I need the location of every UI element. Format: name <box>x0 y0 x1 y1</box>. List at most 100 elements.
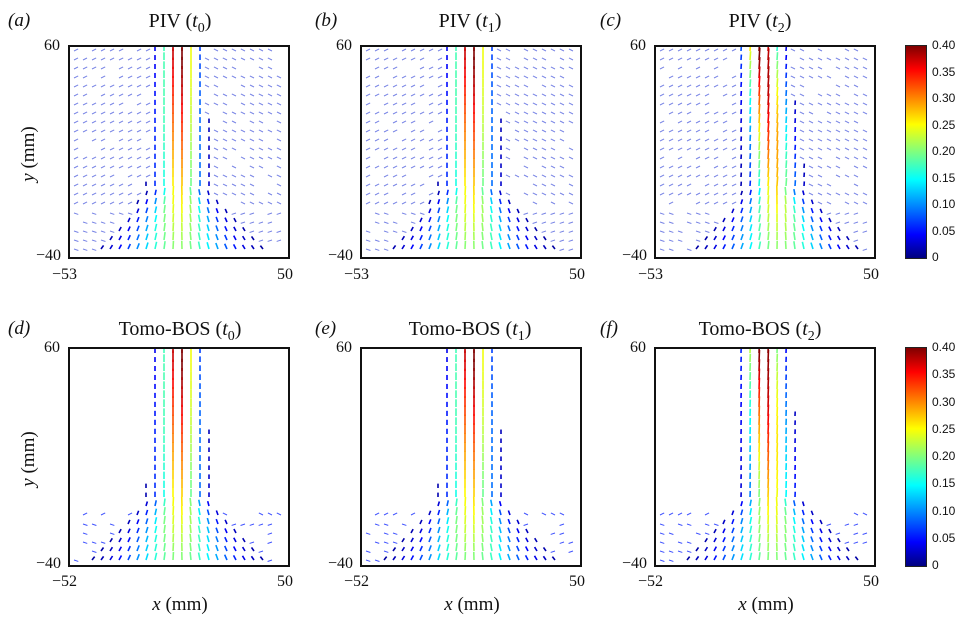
velocity-vector <box>402 245 404 249</box>
velocity-vector <box>533 103 537 105</box>
velocity-vector <box>429 139 433 141</box>
velocity-vector <box>660 130 664 132</box>
velocity-vector <box>92 542 96 543</box>
velocity-vector <box>110 184 114 186</box>
velocity-vector <box>723 139 727 141</box>
velocity-vector <box>420 520 422 524</box>
velocity-vector <box>366 112 370 114</box>
velocity-vector <box>429 209 431 213</box>
velocity-vector <box>551 157 555 159</box>
velocity-vector <box>74 213 78 214</box>
velocity-vector <box>551 112 555 114</box>
velocity-vector <box>854 175 858 177</box>
velocity-vector <box>482 205 483 213</box>
velocity-vector <box>491 544 492 551</box>
velocity-vector <box>216 519 218 524</box>
velocity-vector <box>199 224 200 231</box>
velocity-vector <box>569 175 573 177</box>
velocity-vector <box>845 222 849 223</box>
velocity-vector <box>768 232 769 240</box>
velocity-vector <box>110 231 114 232</box>
velocity-vector <box>854 148 858 150</box>
colorbar-tick: 0.15 <box>932 171 955 185</box>
velocity-vector <box>524 193 528 195</box>
velocity-vector <box>818 130 822 132</box>
velocity-vector <box>128 193 132 195</box>
velocity-vector <box>146 225 148 231</box>
velocity-vector <box>768 130 769 141</box>
velocity-vector <box>268 513 272 515</box>
velocity-vector <box>384 67 388 69</box>
velocity-vector <box>809 76 813 78</box>
velocity-vector <box>660 157 664 159</box>
velocity-vector <box>429 519 431 524</box>
title-sub-f: 2 <box>808 329 815 344</box>
velocity-vector <box>92 85 96 87</box>
velocity-vector <box>438 527 440 533</box>
velocity-vector <box>250 130 254 132</box>
velocity-vector <box>678 67 682 69</box>
velocity-vector <box>794 241 795 249</box>
velocity-vector <box>741 208 743 213</box>
velocity-vector <box>164 534 165 542</box>
velocity-vector <box>128 513 132 515</box>
velocity-vector <box>155 242 157 249</box>
velocity-vector <box>714 193 718 195</box>
velocity-vector <box>375 249 379 250</box>
velocity-vector <box>506 85 510 87</box>
velocity-vector <box>723 130 727 132</box>
ytick-min-c: −40 <box>622 247 647 265</box>
velocity-vector <box>268 193 272 195</box>
velocity-vector <box>83 193 87 195</box>
velocity-vector <box>809 58 813 60</box>
colorbar-tick: 0 <box>932 558 939 572</box>
velocity-vector <box>241 94 245 96</box>
velocity-vector <box>533 130 537 132</box>
y-axis-unit-row1: (mm) <box>18 126 39 168</box>
velocity-vector <box>705 175 709 177</box>
velocity-vector <box>384 222 388 223</box>
velocity-vector <box>83 85 87 87</box>
velocity-vector <box>101 76 105 78</box>
velocity-vector <box>250 193 254 195</box>
velocity-vector <box>74 231 78 232</box>
velocity-vector <box>128 76 132 78</box>
velocity-vector <box>128 244 130 249</box>
velocity-vector <box>128 202 132 204</box>
velocity-vector <box>456 188 457 195</box>
velocity-vector <box>438 112 442 114</box>
velocity-vector <box>732 528 734 533</box>
velocity-vector <box>420 157 424 159</box>
velocity-vector <box>232 166 236 168</box>
velocity-vector <box>375 513 379 515</box>
velocity-vector <box>569 231 573 232</box>
velocity-vector <box>429 103 433 105</box>
velocity-vector <box>119 85 123 87</box>
velocity-vector <box>137 234 139 240</box>
velocity-vector <box>838 547 840 551</box>
velocity-vector <box>524 175 528 177</box>
velocity-vector <box>544 547 546 551</box>
velocity-vector <box>800 157 804 159</box>
velocity-vector <box>259 49 263 51</box>
velocity-vector <box>74 94 78 96</box>
velocity-vector <box>155 500 156 506</box>
velocity-vector <box>74 139 78 141</box>
velocity-vector <box>533 76 537 78</box>
velocity-vector <box>366 94 370 96</box>
velocity-vector <box>524 157 528 159</box>
velocity-vector <box>741 191 742 195</box>
velocity-vector <box>366 58 370 60</box>
velocity-vector <box>759 113 760 123</box>
velocity-vector <box>669 249 673 250</box>
velocity-vector <box>508 545 510 551</box>
velocity-vector <box>714 547 716 551</box>
velocity-vector <box>723 555 725 560</box>
velocity-vector <box>750 508 751 515</box>
velocity-vector <box>223 139 227 141</box>
velocity-vector <box>164 205 165 213</box>
velocity-vector <box>818 166 822 168</box>
velocity-vector <box>508 200 510 204</box>
velocity-vector <box>560 76 564 78</box>
velocity-vector <box>542 157 546 159</box>
